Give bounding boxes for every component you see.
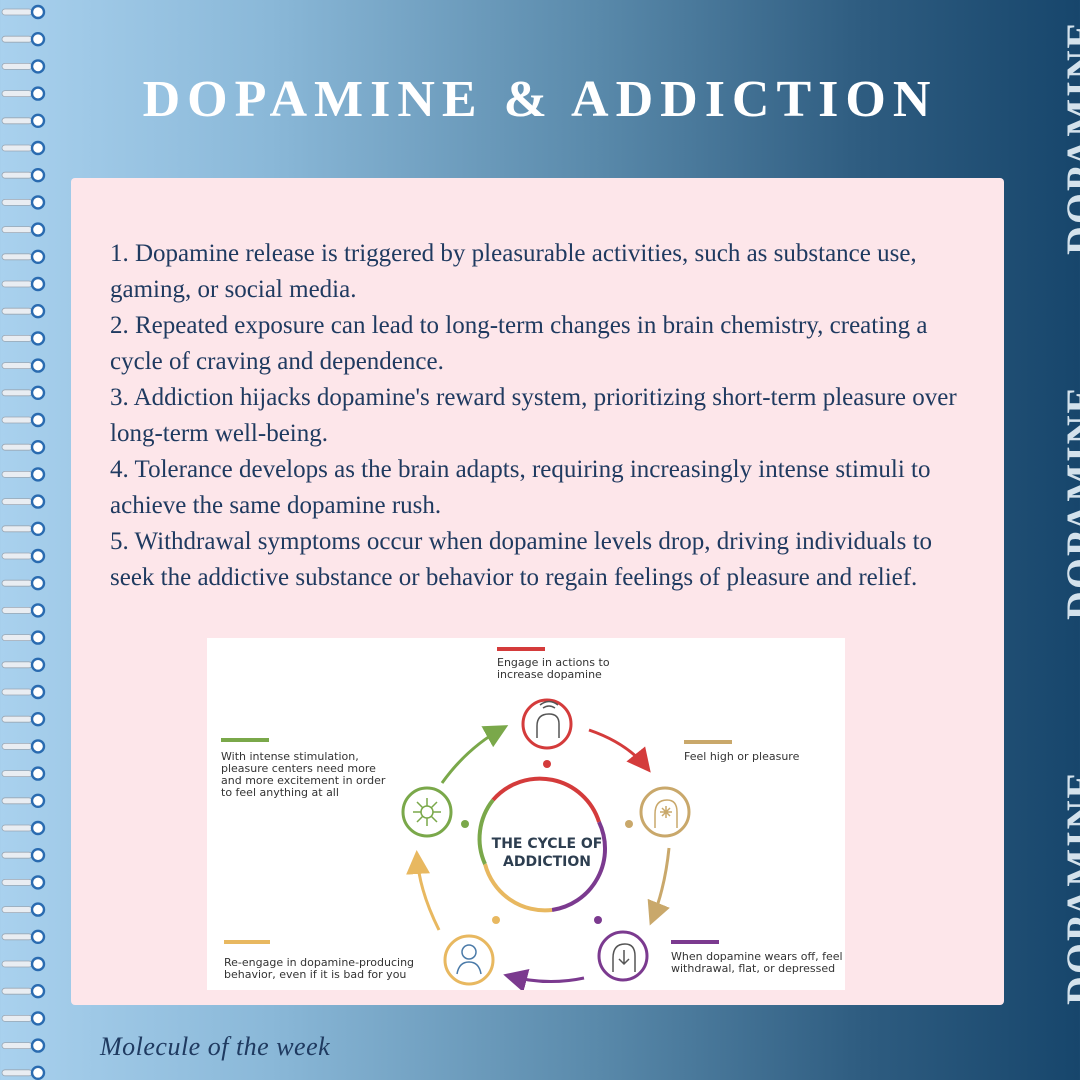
binding-ring bbox=[1, 875, 46, 890]
binding-ring bbox=[1, 956, 46, 972]
binding-ring bbox=[1, 140, 46, 156]
binding-ring bbox=[1, 494, 46, 509]
sidebar-word-top: DOPAMINE bbox=[1058, 19, 1080, 255]
sidebar-word-middle: DOPAMINE bbox=[1058, 384, 1080, 620]
binding-ring bbox=[1, 440, 46, 455]
binding-ring bbox=[1, 548, 46, 564]
binding-ring bbox=[1, 630, 46, 645]
sidebar-word-bottom: DOPAMINE bbox=[1058, 769, 1080, 1005]
stage-high-label: Feel high or pleasure bbox=[684, 750, 800, 763]
binding-ring bbox=[1, 1065, 46, 1080]
arrow-withdrawal-to-reengage bbox=[503, 968, 585, 990]
center-label-line2: ADDICTION bbox=[503, 854, 591, 870]
binding-ring bbox=[1, 167, 46, 183]
cycle-center-label: THE CYCLE OF ADDICTION bbox=[487, 835, 607, 871]
point-item: 1. Dopamine release is triggered by plea… bbox=[110, 240, 917, 303]
binding-ring bbox=[1, 32, 46, 47]
head-burst-icon bbox=[654, 799, 678, 828]
binding-ring bbox=[1, 276, 46, 292]
binding-ring bbox=[1, 59, 46, 74]
center-ring-red-arc bbox=[491, 776, 601, 823]
point-item: 2. Repeated exposure can lead to long-te… bbox=[110, 312, 928, 375]
center-ring-gold-arc bbox=[483, 863, 553, 913]
stage-engage-label: Engage in actions to increase dopamine bbox=[497, 656, 610, 681]
binding-ring bbox=[1, 358, 46, 373]
binding-ring bbox=[1, 113, 46, 129]
stage-reengage-color-bar bbox=[224, 940, 270, 944]
binding-ring bbox=[1, 385, 46, 400]
stage-withdrawal-node bbox=[597, 930, 649, 982]
binding-ring bbox=[1, 848, 46, 863]
content-card: 1. Dopamine release is triggered by plea… bbox=[71, 178, 1004, 1005]
stage-withdrawal-color-bar bbox=[671, 940, 719, 944]
stage-high-node bbox=[639, 786, 691, 838]
binding-ring bbox=[1, 222, 46, 237]
dot-purple bbox=[594, 916, 602, 924]
network-icon bbox=[413, 798, 441, 826]
dot-yellow bbox=[492, 916, 500, 924]
binding-ring bbox=[1, 576, 46, 591]
stage-high-color-bar bbox=[684, 740, 732, 744]
dot-gold bbox=[625, 820, 633, 828]
stage-engage-color-bar bbox=[497, 647, 545, 651]
binding-ring bbox=[1, 4, 46, 20]
page-title: DOPAMINE & ADDICTION bbox=[142, 71, 938, 128]
binding-ring bbox=[1, 712, 46, 727]
binding-ring bbox=[1, 304, 46, 319]
dot-green bbox=[461, 820, 469, 828]
center-ring-green-arc bbox=[477, 798, 495, 865]
binding-ring bbox=[1, 195, 46, 210]
binding-ring bbox=[1, 603, 46, 618]
binding-ring bbox=[1, 793, 46, 808]
binding-ring bbox=[1, 684, 46, 700]
binding-ring bbox=[1, 521, 46, 536]
spiral-binding bbox=[1, 4, 46, 1080]
binding-ring bbox=[1, 739, 46, 754]
head-down-arrow-icon bbox=[612, 943, 636, 972]
stage-engage-node bbox=[521, 698, 573, 750]
arrow-engage-to-high bbox=[588, 728, 651, 773]
head-signal-icon bbox=[536, 700, 560, 738]
stage-stimulation-color-bar bbox=[221, 738, 269, 742]
dot-red bbox=[543, 760, 551, 768]
person-icon bbox=[456, 944, 482, 975]
binding-ring bbox=[1, 1011, 46, 1026]
point-item: 3. Addiction hijacks dopamine's reward s… bbox=[110, 384, 957, 447]
points-list: 1. Dopamine release is triggered by plea… bbox=[110, 236, 980, 596]
cycle-diagram-svg bbox=[401, 698, 691, 990]
binding-ring bbox=[1, 902, 46, 917]
binding-ring bbox=[1, 467, 46, 482]
point-item: 5. Withdrawal symptoms occur when dopami… bbox=[110, 528, 933, 591]
stage-reengage-node bbox=[443, 934, 495, 986]
arrow-reengage-to-stimulation bbox=[406, 850, 441, 931]
stage-withdrawal-label: When dopamine wears off, feel withdrawal… bbox=[671, 950, 843, 975]
binding-ring bbox=[1, 86, 46, 101]
binding-ring bbox=[1, 984, 46, 999]
center-label-line1: THE CYCLE OF bbox=[491, 836, 603, 852]
point-item: 4. Tolerance develops as the brain adapt… bbox=[110, 456, 931, 519]
arrow-stimulation-to-engage bbox=[440, 725, 509, 784]
stage-reengage-label: Re-engage in dopamine-producing behavior… bbox=[224, 956, 415, 981]
footer-signature: Molecule of the week bbox=[100, 1032, 331, 1061]
binding-ring bbox=[1, 929, 46, 944]
binding-ring bbox=[1, 766, 46, 781]
binding-ring bbox=[1, 657, 46, 672]
stage-stimulation-label: With intense stimulation, pleasure cente… bbox=[221, 750, 386, 799]
binding-ring bbox=[1, 249, 46, 264]
binding-ring bbox=[1, 820, 46, 836]
stage-stimulation-node bbox=[401, 786, 453, 838]
binding-ring bbox=[1, 412, 46, 428]
center-ring-purple-arc bbox=[551, 821, 607, 912]
binding-ring bbox=[1, 331, 46, 346]
binding-ring bbox=[1, 1038, 46, 1053]
arrow-high-to-withdrawal bbox=[647, 847, 671, 926]
cycle-of-addiction-diagram: THE CYCLE OF ADDICTION Engage in actions… bbox=[207, 638, 845, 990]
